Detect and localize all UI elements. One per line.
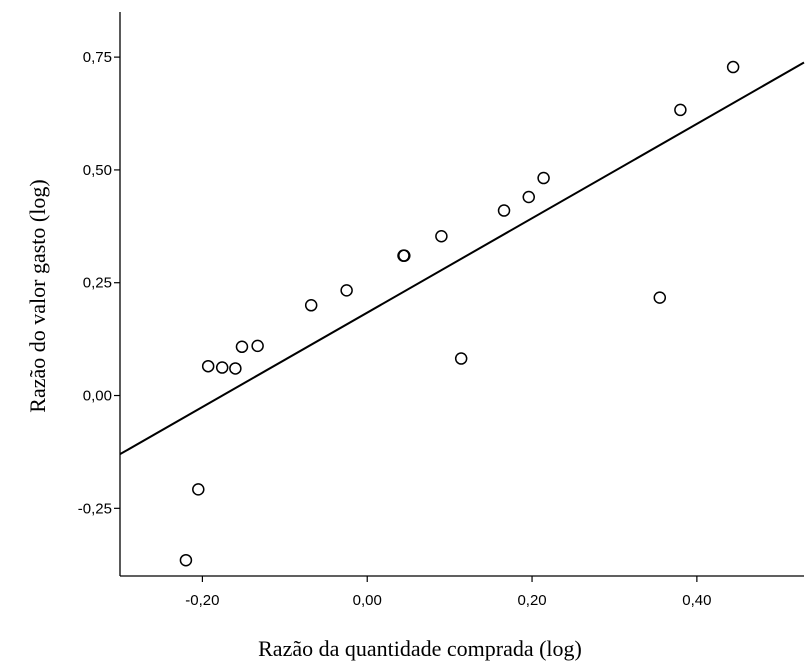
data-point <box>497 204 511 217</box>
x-tick-label: 0,40 <box>682 592 711 609</box>
x-axis-ticks: -0,20 0,00 0,20 0,40 <box>185 576 711 609</box>
axes <box>119 12 804 577</box>
y-tick-label: 0,25 <box>83 275 112 292</box>
y-tick-label: -0,25 <box>78 500 112 517</box>
data-point <box>726 60 740 74</box>
data-point <box>454 352 468 365</box>
y-tick-label: 0,00 <box>83 388 112 405</box>
y-axis-ticks: -0,25 0,00 0,25 0,50 0,75 <box>78 49 120 517</box>
data-point <box>398 249 411 262</box>
data-point <box>235 340 249 354</box>
data-point <box>340 284 353 297</box>
data-point <box>304 299 318 312</box>
x-tick-label: 0,00 <box>353 592 382 609</box>
data-point <box>435 229 448 243</box>
y-tick-label: 0,50 <box>83 162 112 179</box>
data-point <box>522 190 536 204</box>
data-point <box>215 361 229 374</box>
x-tick-label: -0,20 <box>185 592 219 609</box>
y-tick-label: 0,75 <box>83 49 112 66</box>
data-points <box>179 60 740 567</box>
regression-line <box>119 61 805 456</box>
y-axis-title: Razão do valor gasto (log) <box>25 179 50 412</box>
data-point <box>674 103 687 117</box>
data-point <box>537 171 550 185</box>
data-point <box>179 553 193 567</box>
data-point <box>201 359 215 373</box>
data-point <box>251 339 264 353</box>
fit-line-group <box>119 61 805 456</box>
x-axis-title: Razão da quantidade comprada (log) <box>258 636 582 661</box>
data-point <box>229 362 242 375</box>
x-tick-label: 0,20 <box>517 592 546 609</box>
data-point <box>192 483 205 496</box>
data-point <box>653 291 667 304</box>
